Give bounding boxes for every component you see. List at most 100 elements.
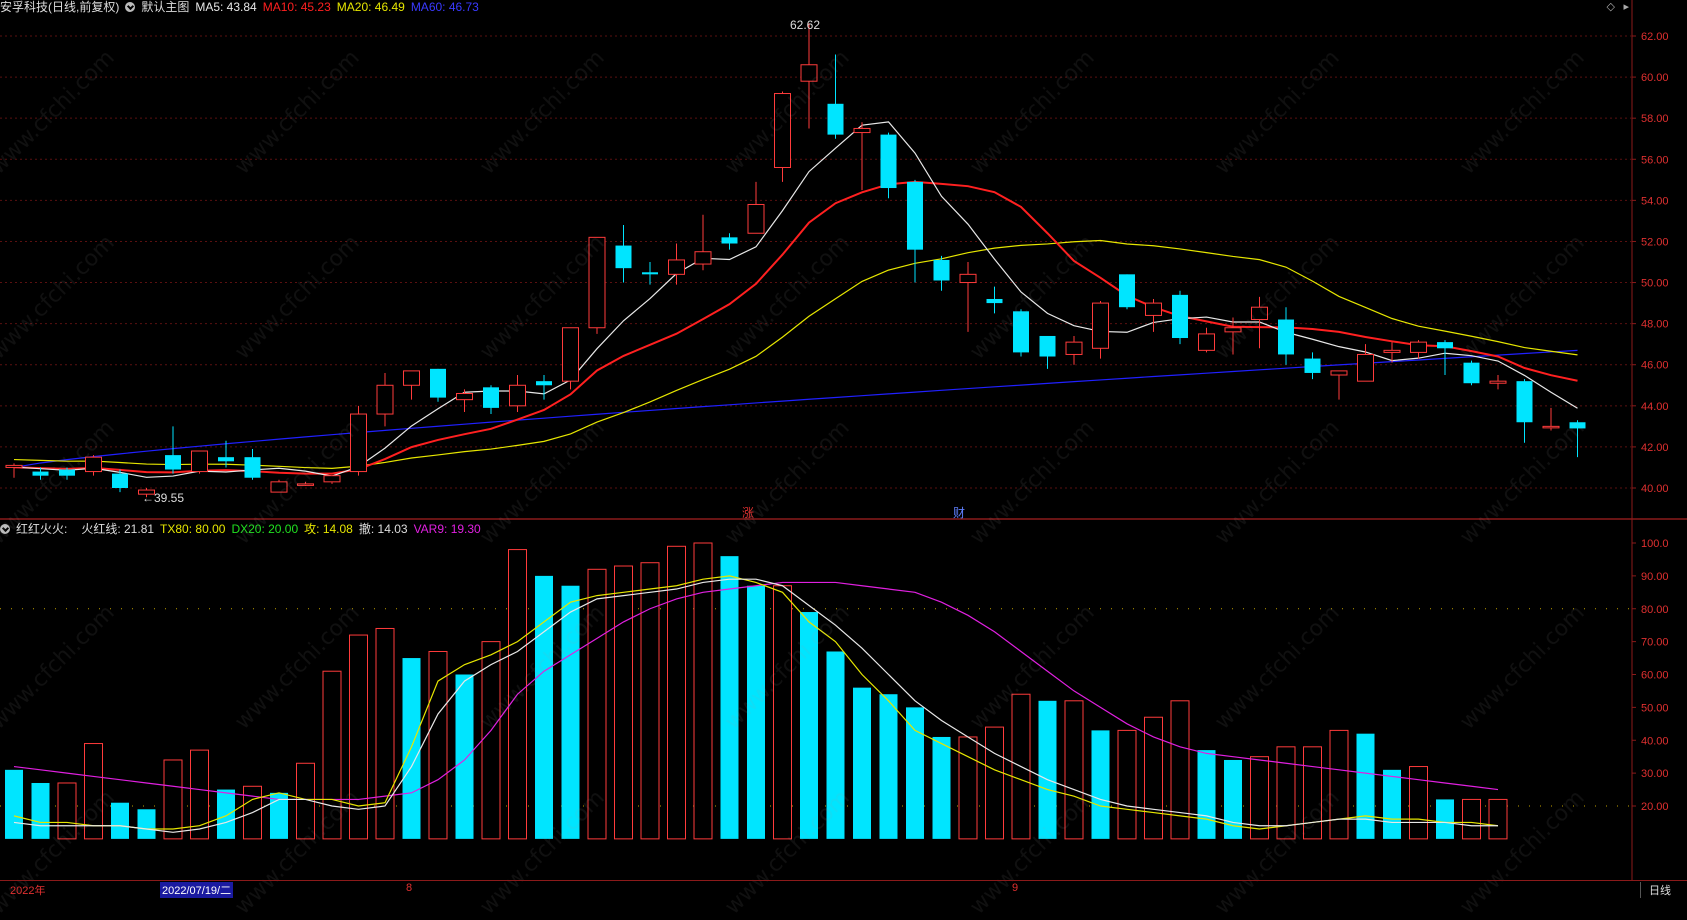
candle-body: [615, 245, 632, 269]
period-button[interactable]: 日线: [1640, 882, 1671, 898]
low-price-label: ←39.55: [142, 491, 184, 505]
indicator-bar: [1303, 746, 1322, 840]
candle-body: [456, 392, 473, 401]
indicator-bar: [535, 575, 553, 839]
main-chart-header: 安孚科技(日线,前复权) 默认主图 MA5: 43.84 MA10: 45.23…: [0, 0, 485, 14]
indicator-bar: [958, 736, 978, 840]
indicator-bar: [853, 687, 871, 839]
indicator-bar: [190, 749, 209, 840]
candle-body: [1198, 333, 1215, 351]
candle-body: [297, 483, 314, 486]
zhang-marker[interactable]: 涨: [742, 505, 754, 520]
candle-body: [880, 134, 897, 189]
indicator-bar: [932, 736, 951, 839]
indicator-bar: [349, 634, 368, 840]
ind-tick-label: 70.00: [1641, 637, 1669, 649]
indicator-header: 红红火火: 火红线: 21.81 TX80: 80.00 DX20: 20.00…: [0, 522, 487, 536]
indicator-bar: [217, 789, 235, 839]
indicator-bar: [1329, 729, 1349, 840]
indicator-bar: [1117, 729, 1137, 840]
candle-body: [668, 259, 685, 275]
stock-title[interactable]: 安孚科技(日线,前复权): [0, 0, 120, 14]
candle-body: [5, 464, 23, 468]
ma60-value: MA60: 46.73: [410, 0, 479, 14]
gong-value: 攻: 14.08: [304, 522, 353, 536]
selected-date: 2022/07/19/二: [160, 882, 234, 898]
candle-body: [747, 203, 765, 234]
indicator-bar: [1170, 700, 1190, 840]
ind-tick-label: 40.00: [1641, 735, 1669, 747]
indicator-name[interactable]: 红红火火:: [16, 522, 68, 536]
candle-body: [1065, 341, 1083, 355]
candle-body: [827, 103, 844, 135]
indicator-bar: [614, 565, 633, 840]
cai-marker[interactable]: 财: [953, 506, 965, 520]
indicator-bar: [1250, 756, 1269, 840]
candle-body: [350, 413, 367, 473]
price-tick-label: 56.00: [1641, 154, 1669, 166]
indicator-bar: [270, 792, 288, 839]
candle-body: [721, 237, 738, 244]
candle-body: [376, 384, 394, 415]
indicator-bar: [84, 743, 103, 840]
more-icon[interactable]: ▸: [1623, 1, 1629, 13]
diamond-icon[interactable]: ◇: [1606, 1, 1615, 13]
indicator-bar: [1383, 769, 1401, 839]
candle-body: [1383, 349, 1401, 353]
indicator-bar: [1436, 799, 1454, 839]
indicator-bar: [5, 769, 23, 839]
indicator-bar: [561, 585, 580, 839]
tx80-value: TX80: 80.00: [160, 522, 226, 536]
year-label: 2022年: [10, 885, 46, 897]
ind-tick-label: 80.00: [1641, 604, 1669, 616]
price-tick-label: 58.00: [1641, 113, 1669, 125]
indicator-bar: [1462, 798, 1481, 840]
candle-body: [562, 327, 579, 382]
ind-tick-label: 50.00: [1641, 702, 1669, 714]
month-aug-label: 8: [406, 882, 413, 894]
ind-tick-label: 90.00: [1641, 571, 1669, 583]
candle-body: [1278, 319, 1294, 355]
indicator-bar: [1038, 700, 1057, 839]
indicator-bar: [137, 809, 156, 839]
indicator-bar: [773, 585, 792, 840]
candle-body: [85, 456, 102, 473]
price-tick-label: 42.00: [1641, 442, 1669, 454]
candle-body: [1542, 425, 1560, 429]
date-axis-bar: 2022年 2022/07/19/二 8 9 日线: [0, 880, 1687, 898]
candle-body: [32, 471, 49, 476]
price-tick-label: 44.00: [1641, 401, 1669, 413]
chart-canvas[interactable]: 62.00 60.00 58.00 56.00 54.00 52.00 50.00 48.00…: [0, 0, 1687, 880]
indicator-bar: [720, 556, 739, 839]
candle-body: [403, 370, 420, 386]
indicator-bar: [402, 658, 421, 839]
price-tick-label: 62.00: [1641, 31, 1669, 43]
indicator-bar: [1197, 750, 1216, 839]
price-tick-label: 40.00: [1641, 483, 1669, 495]
ma20-value: MA20: 46.49: [336, 0, 405, 14]
candle-body: [1172, 294, 1188, 339]
candle-body: [933, 259, 950, 281]
candle-body: [1437, 342, 1453, 349]
candle-body: [191, 450, 208, 473]
indicator-bar: [587, 568, 607, 840]
candle-body: [536, 381, 552, 386]
chevron-down-icon[interactable]: [0, 524, 10, 534]
indicator-bar: [1091, 730, 1110, 839]
candle-body: [1013, 311, 1029, 353]
ind-tick-label: 30.00: [1641, 768, 1669, 780]
indicator-bar: [906, 707, 924, 839]
price-tick-label: 54.00: [1641, 195, 1669, 207]
candle-body: [1251, 306, 1268, 321]
chevron-down-icon[interactable]: [125, 2, 136, 12]
ma10-line: [13, 180, 1578, 475]
candle-body: [483, 387, 499, 408]
ind-tick-label: 60.00: [1641, 670, 1669, 682]
gong-line: [13, 575, 1499, 830]
candle-body: [218, 457, 234, 462]
candle-body: [1357, 353, 1374, 382]
price-tick-label: 48.00: [1641, 319, 1669, 331]
indicator-bar: [163, 759, 183, 840]
candle-body: [430, 368, 446, 398]
layout-label[interactable]: 默认主图: [141, 0, 190, 14]
